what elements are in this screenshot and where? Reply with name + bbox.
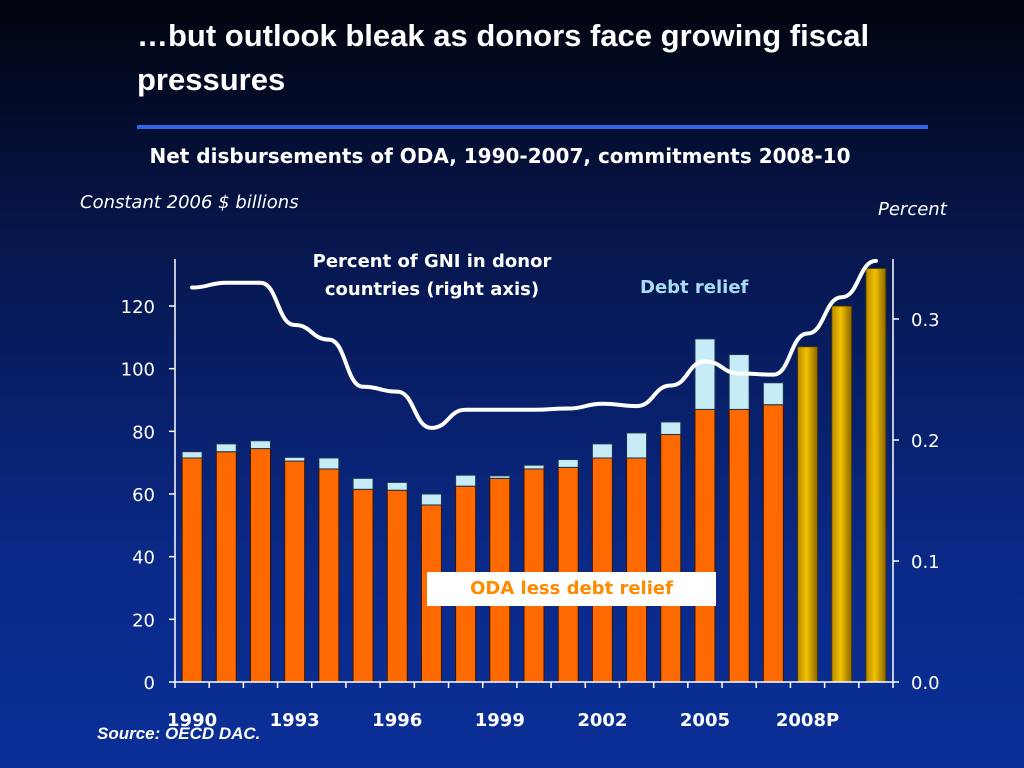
commitment-bar bbox=[831, 305, 853, 683]
debt-relief-bar bbox=[352, 477, 374, 490]
debt-relief-bar bbox=[660, 421, 682, 435]
oda-bar bbox=[249, 448, 271, 683]
debt-relief-bar bbox=[455, 474, 477, 487]
oda-bar bbox=[762, 404, 784, 683]
y-tick-label: 120 bbox=[121, 297, 155, 318]
debt-relief-bar bbox=[318, 457, 340, 470]
x-tick-label: 2005 bbox=[680, 710, 730, 731]
oda-bar bbox=[591, 457, 613, 683]
debt-relief-bar bbox=[249, 440, 271, 450]
y-tick-label: 100 bbox=[121, 360, 155, 381]
oda-bar bbox=[215, 451, 237, 683]
oda-bar bbox=[694, 408, 716, 683]
oda-bar bbox=[386, 489, 408, 683]
source-note: Source: OECD DAC. bbox=[97, 724, 261, 743]
y2-tick-label: 0.2 bbox=[911, 431, 940, 452]
x-tick-label: 1993 bbox=[270, 710, 320, 731]
slide-title: …but outlook bleak as donors face growin… bbox=[137, 18, 870, 97]
y-tick-label: 0 bbox=[144, 673, 155, 694]
left-axis-unit: Constant 2006 $ billions bbox=[80, 192, 299, 213]
title-divider bbox=[137, 125, 928, 129]
gni-line-label: Percent of GNI in donor countries (right… bbox=[312, 251, 552, 300]
debt-relief-bar bbox=[181, 451, 203, 459]
oda-bar bbox=[284, 460, 306, 683]
debt-relief-bar bbox=[215, 443, 237, 453]
gni-percent-line bbox=[190, 258, 878, 430]
debt-relief-bar bbox=[489, 475, 511, 479]
y-tick-label: 20 bbox=[132, 610, 155, 631]
debt-relief-bar bbox=[284, 456, 306, 462]
oda-bar bbox=[181, 457, 203, 683]
debt-relief-bar bbox=[626, 432, 648, 459]
right-axis-unit: Percent bbox=[878, 199, 947, 220]
y-tick-label: 60 bbox=[132, 485, 155, 506]
oda-bar bbox=[318, 468, 340, 683]
y2-tick-label: 0.3 bbox=[911, 310, 940, 331]
oda-less-debt-relief-label: ODA less debt relief bbox=[427, 572, 716, 606]
oda-bar bbox=[728, 408, 750, 683]
x-tick-label: 1990 bbox=[167, 710, 217, 731]
debt-relief-bar bbox=[591, 443, 613, 459]
oda-bar bbox=[626, 457, 648, 683]
debt-relief-bar bbox=[557, 459, 579, 468]
x-tick-label: 2008P bbox=[776, 710, 839, 731]
x-tick-label: 1999 bbox=[475, 710, 525, 731]
debt-relief-bar bbox=[762, 382, 784, 406]
y2-tick-label: 0.1 bbox=[911, 552, 940, 573]
y-tick-label: 80 bbox=[132, 422, 155, 443]
x-tick-label: 1996 bbox=[372, 710, 422, 731]
commitment-bar bbox=[797, 346, 819, 683]
debt-relief-label: Debt relief bbox=[640, 277, 749, 298]
x-tick-label: 2002 bbox=[577, 710, 627, 731]
oda-bar bbox=[660, 433, 682, 683]
debt-relief-bar bbox=[523, 464, 545, 470]
chart-title: Net disbursements of ODA, 1990-2007, com… bbox=[149, 144, 851, 168]
oda-bar bbox=[352, 488, 374, 683]
y2-tick-label: 0.0 bbox=[911, 673, 940, 694]
y-tick-label: 40 bbox=[132, 548, 155, 569]
commitment-bar bbox=[865, 267, 887, 683]
debt-relief-bar bbox=[694, 338, 716, 410]
debt-relief-bar bbox=[386, 481, 408, 491]
debt-relief-bar bbox=[728, 354, 750, 410]
debt-relief-bar bbox=[420, 493, 442, 506]
